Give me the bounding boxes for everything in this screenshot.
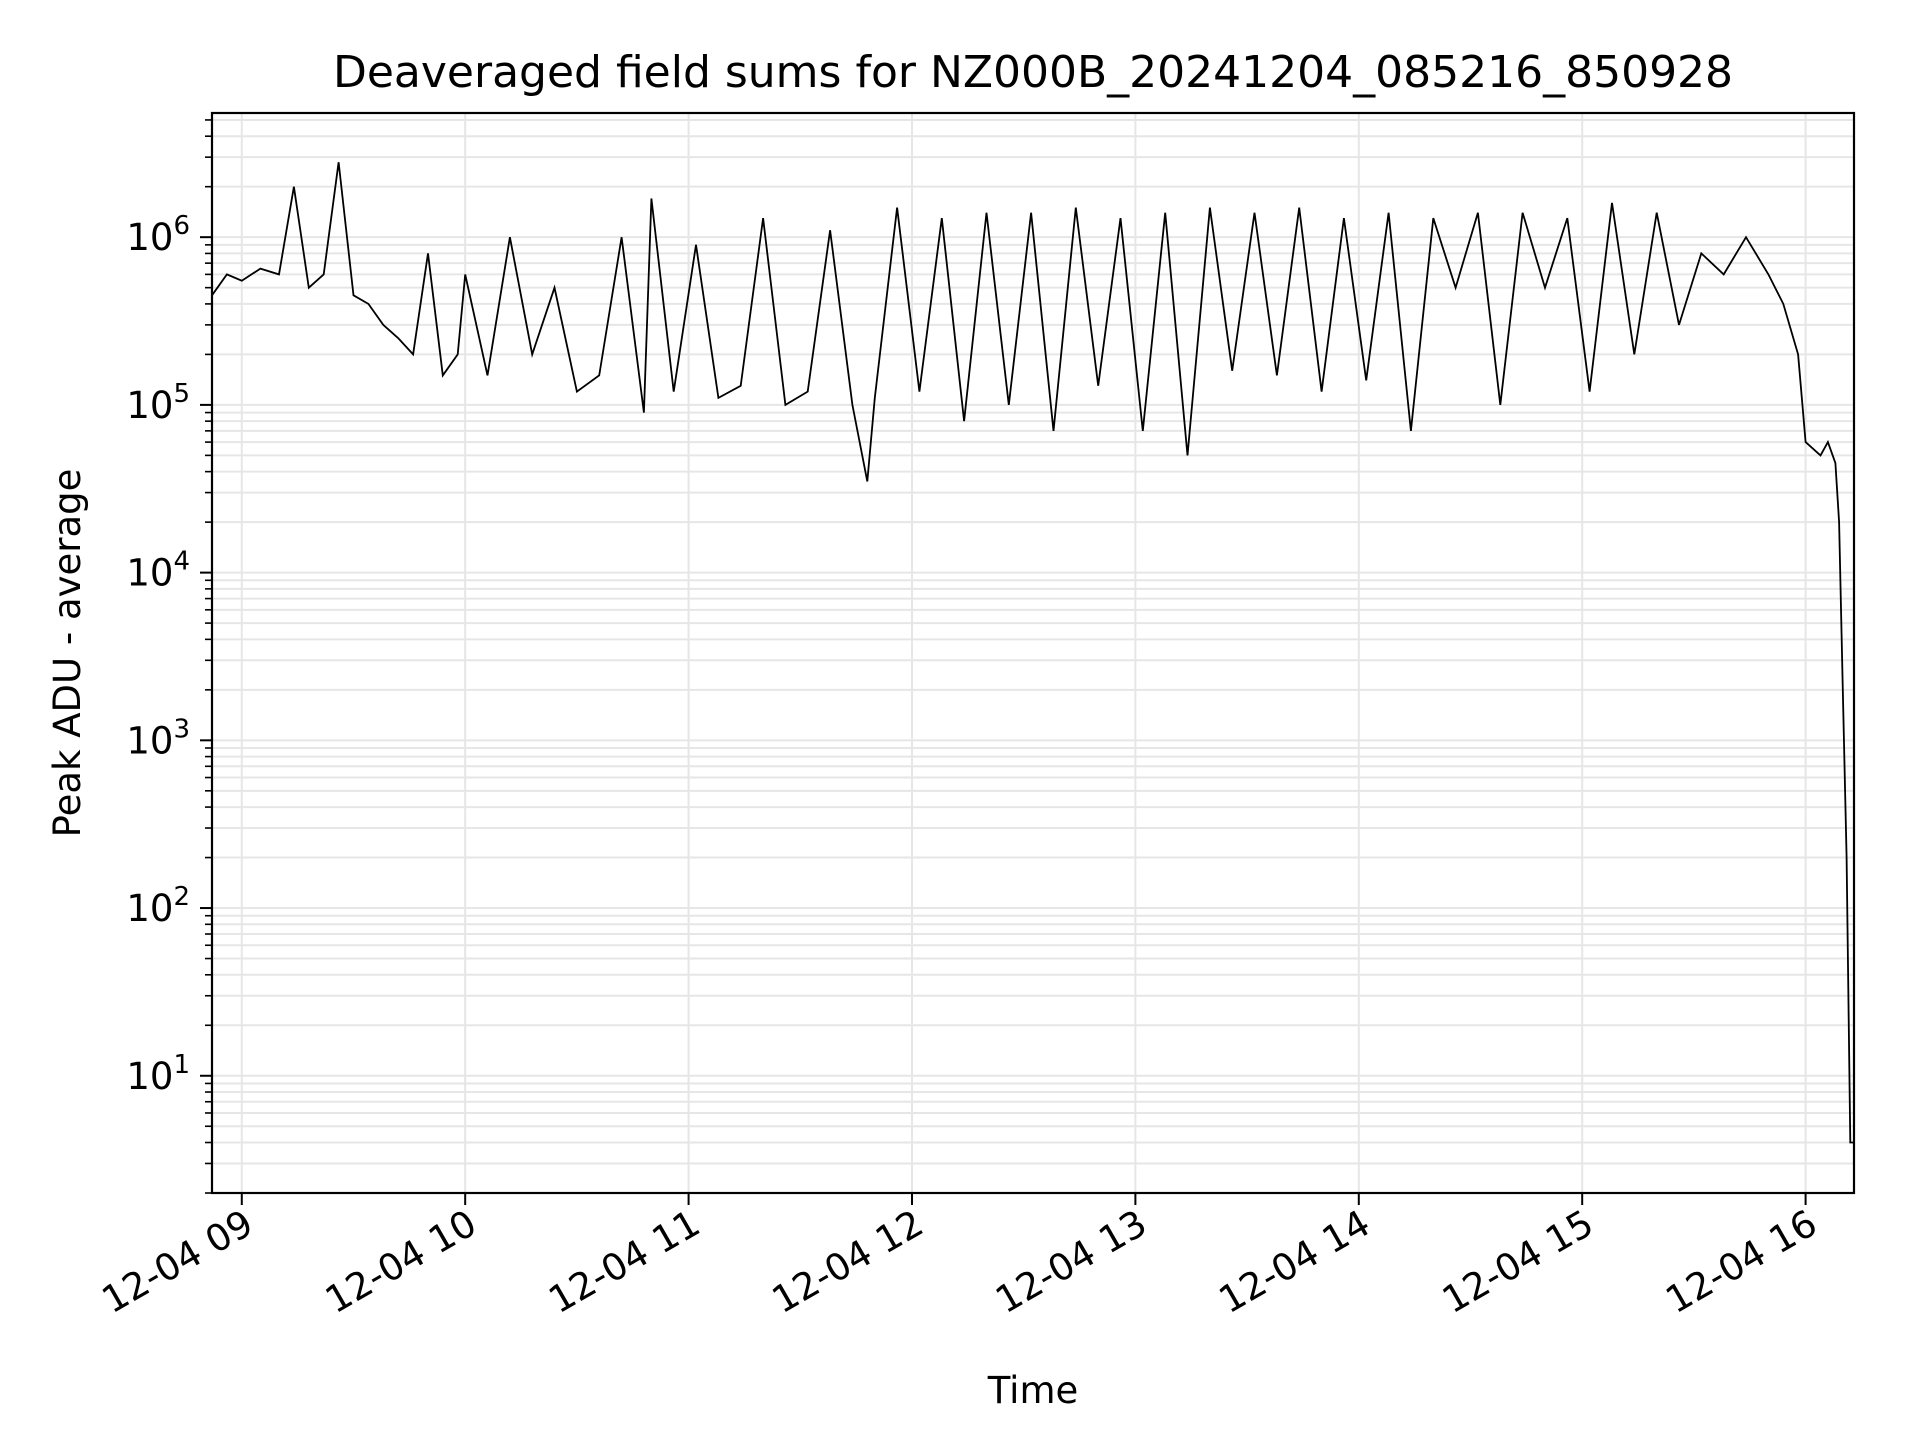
series-line-0: [211, 162, 1854, 1144]
chart-title: Deaveraged field sums for NZ000B_2024120…: [333, 47, 1733, 98]
y-tick-label: 106: [126, 211, 190, 259]
x-tick-label: 12-04 09: [95, 1202, 261, 1322]
y-axis: 101 102 103 104 105 106: [126, 119, 212, 1194]
y-tick-label: 103: [126, 714, 190, 762]
x-tick-label: 12-04 15: [1435, 1202, 1601, 1322]
x-tick-label: 12-04 11: [542, 1202, 708, 1322]
grid: [212, 113, 1854, 1194]
x-tick-label: 12-04 13: [988, 1202, 1154, 1322]
x-axis: 12-04 09 12-04 10 12-04 11 12-04 12 12-04 13…: [95, 1193, 1824, 1322]
data-line-layer: [211, 162, 1854, 1144]
x-tick-label: 12-04 14: [1212, 1202, 1378, 1322]
y-axis-label: Peak ADU - average: [46, 469, 89, 838]
x-tick-label: 12-04 10: [318, 1202, 484, 1322]
y-tick-label: 101: [126, 1050, 190, 1098]
y-tick-label: 105: [126, 379, 190, 427]
plot-frame: [210, 111, 1856, 1195]
y-tick-label: 104: [126, 547, 190, 595]
x-axis-label: Time: [987, 1369, 1079, 1412]
x-tick-label: 12-04 16: [1659, 1202, 1825, 1322]
y-tick-label: 102: [126, 882, 190, 930]
x-tick-label: 12-04 12: [765, 1202, 931, 1322]
